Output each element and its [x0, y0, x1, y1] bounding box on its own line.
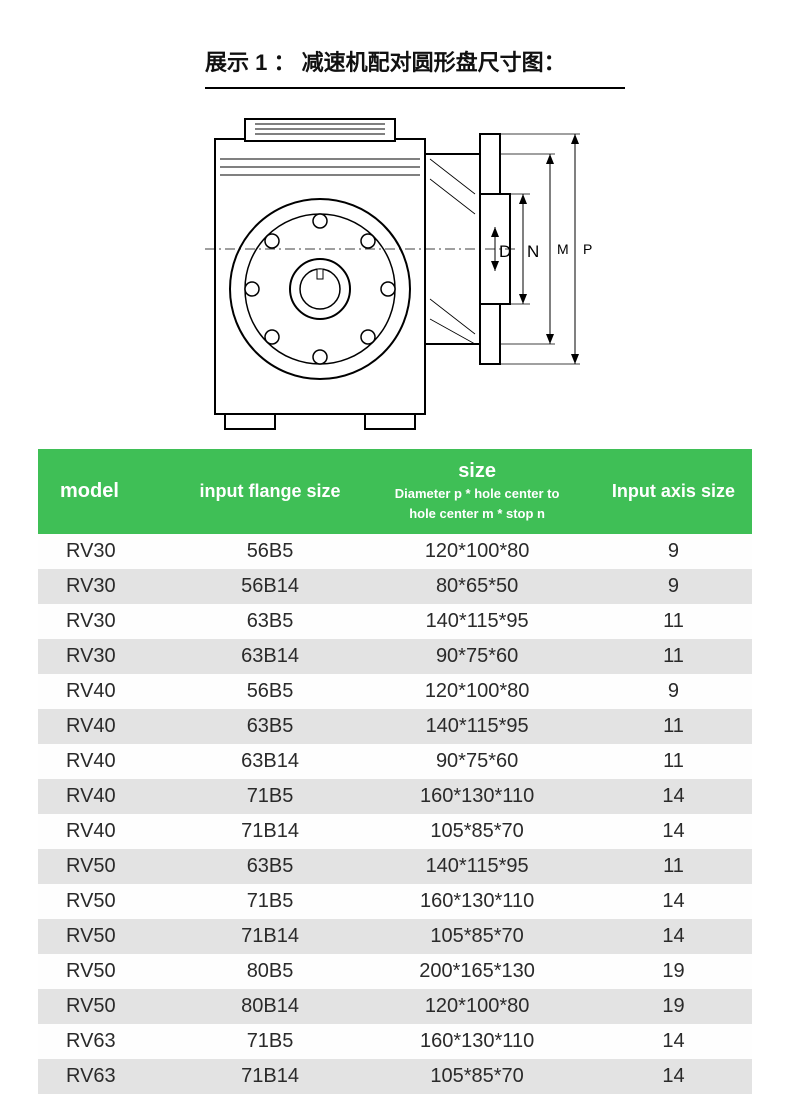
cell-axis: 14	[595, 919, 752, 954]
cell-model: RV30	[38, 604, 181, 639]
cell-size: 90*75*60	[359, 744, 595, 779]
cell-axis: 14	[595, 884, 752, 919]
table-row: RV6371B14105*85*7014	[38, 1059, 752, 1094]
cell-flange: 71B5	[181, 779, 360, 814]
col-header-flange: input flange size	[181, 449, 360, 534]
cell-model: RV40	[38, 814, 181, 849]
cell-size: 120*100*80	[359, 989, 595, 1024]
dim-label-n: N	[527, 242, 539, 261]
cell-model: RV50	[38, 884, 181, 919]
table-row: RV3063B1490*75*6011	[38, 639, 752, 674]
cell-size: 140*115*95	[359, 604, 595, 639]
table-row: RV3056B5120*100*809	[38, 534, 752, 569]
cell-model: RV30	[38, 639, 181, 674]
cell-model: RV30	[38, 534, 181, 569]
cell-size: 105*85*70	[359, 814, 595, 849]
col-header-size: size Diameter p * hole center to hole ce…	[359, 449, 595, 534]
cell-size: 105*85*70	[359, 919, 595, 954]
table-row: RV5071B5160*130*11014	[38, 884, 752, 919]
table-row: RV5080B14120*100*8019	[38, 989, 752, 1024]
cell-axis: 14	[595, 814, 752, 849]
cell-axis: 11	[595, 604, 752, 639]
cell-size: 160*130*110	[359, 884, 595, 919]
gearbox-svg: P M N D	[205, 99, 625, 439]
cell-size: 140*115*95	[359, 849, 595, 884]
cell-flange: 56B5	[181, 674, 360, 709]
cell-flange: 71B14	[181, 814, 360, 849]
table-row: RV6371B5160*130*11014	[38, 1024, 752, 1059]
cell-model: RV63	[38, 1059, 181, 1094]
size-table: model input flange size size Diameter p …	[38, 449, 752, 1094]
title-underline	[205, 87, 625, 89]
table-header-row: model input flange size size Diameter p …	[38, 449, 752, 534]
table-row: RV4063B5140*115*9511	[38, 709, 752, 744]
table-row: RV4071B5160*130*11014	[38, 779, 752, 814]
cell-axis: 11	[595, 709, 752, 744]
cell-flange: 63B14	[181, 639, 360, 674]
cell-size: 105*85*70	[359, 1059, 595, 1094]
table-row: RV5071B14105*85*7014	[38, 919, 752, 954]
table-row: RV4071B14105*85*7014	[38, 814, 752, 849]
table-row: RV3056B1480*65*509	[38, 569, 752, 604]
cell-model: RV40	[38, 674, 181, 709]
table-row: RV3063B5140*115*9511	[38, 604, 752, 639]
cell-size: 160*130*110	[359, 779, 595, 814]
cell-axis: 19	[595, 954, 752, 989]
cell-model: RV63	[38, 1024, 181, 1059]
cell-flange: 71B14	[181, 919, 360, 954]
dim-label-m: M	[557, 241, 569, 257]
cell-model: RV50	[38, 954, 181, 989]
cell-flange: 63B5	[181, 604, 360, 639]
cell-flange: 63B5	[181, 849, 360, 884]
cell-flange: 71B14	[181, 1059, 360, 1094]
cell-flange: 80B14	[181, 989, 360, 1024]
cell-flange: 63B14	[181, 744, 360, 779]
cell-model: RV30	[38, 569, 181, 604]
cell-size: 80*65*50	[359, 569, 595, 604]
page-title: 展示 1 ： 减速机配对圆形盘尺寸图：	[0, 0, 790, 87]
dim-label-d: D	[499, 242, 511, 261]
cell-axis: 9	[595, 534, 752, 569]
table-row: RV4056B5120*100*809	[38, 674, 752, 709]
cell-flange: 63B5	[181, 709, 360, 744]
col-header-axis: Input axis size	[595, 449, 752, 534]
table-row: RV5080B5200*165*13019	[38, 954, 752, 989]
cell-flange: 71B5	[181, 1024, 360, 1059]
cell-model: RV40	[38, 709, 181, 744]
cell-axis: 11	[595, 849, 752, 884]
cell-model: RV40	[38, 779, 181, 814]
cell-flange: 80B5	[181, 954, 360, 989]
col-header-model: model	[38, 449, 181, 534]
dim-label-p: P	[583, 241, 592, 257]
col-header-size-sub2: hole center m * stop n	[365, 505, 589, 523]
cell-size: 140*115*95	[359, 709, 595, 744]
cell-size: 200*165*130	[359, 954, 595, 989]
cell-axis: 14	[595, 1059, 752, 1094]
cell-axis: 9	[595, 569, 752, 604]
cell-model: RV40	[38, 744, 181, 779]
cell-model: RV50	[38, 989, 181, 1024]
table-row: RV4063B1490*75*6011	[38, 744, 752, 779]
cell-model: RV50	[38, 919, 181, 954]
cell-size: 120*100*80	[359, 534, 595, 569]
table-body: RV3056B5120*100*809RV3056B1480*65*509RV3…	[38, 534, 752, 1094]
cell-flange: 56B14	[181, 569, 360, 604]
cell-size: 120*100*80	[359, 674, 595, 709]
col-header-size-sub1: Diameter p * hole center to	[365, 485, 589, 503]
table-row: RV5063B5140*115*9511	[38, 849, 752, 884]
cell-axis: 14	[595, 1024, 752, 1059]
cell-axis: 14	[595, 779, 752, 814]
cell-flange: 56B5	[181, 534, 360, 569]
cell-size: 90*75*60	[359, 639, 595, 674]
col-header-size-main: size	[365, 460, 589, 483]
cell-axis: 11	[595, 744, 752, 779]
gearbox-diagram: P M N D	[205, 99, 625, 439]
cell-axis: 9	[595, 674, 752, 709]
cell-axis: 19	[595, 989, 752, 1024]
cell-axis: 11	[595, 639, 752, 674]
cell-size: 160*130*110	[359, 1024, 595, 1059]
cell-flange: 71B5	[181, 884, 360, 919]
cell-model: RV50	[38, 849, 181, 884]
size-table-wrap: model input flange size size Diameter p …	[38, 449, 752, 1094]
